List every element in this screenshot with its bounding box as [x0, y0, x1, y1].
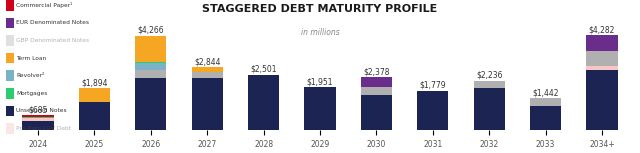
- Text: Commercial Paper¹: Commercial Paper¹: [16, 2, 72, 8]
- Bar: [79, 102, 110, 130]
- Text: EUR Denominated Notes: EUR Denominated Notes: [16, 21, 89, 25]
- Text: Mortgages: Mortgages: [16, 91, 47, 96]
- Bar: [192, 67, 223, 72]
- Bar: [135, 78, 166, 130]
- Bar: [192, 78, 223, 130]
- Text: GBP Denominated Notes: GBP Denominated Notes: [16, 38, 89, 43]
- Bar: [474, 88, 505, 130]
- Bar: [135, 36, 166, 62]
- Bar: [530, 98, 561, 106]
- Bar: [361, 77, 392, 87]
- Bar: [417, 91, 448, 130]
- Text: $2,236: $2,236: [476, 71, 502, 80]
- Text: $4,266: $4,266: [138, 26, 164, 35]
- Bar: [530, 106, 561, 130]
- Text: Term Loan: Term Loan: [16, 56, 46, 61]
- Text: $1,951: $1,951: [307, 77, 333, 86]
- Text: $685: $685: [28, 105, 48, 114]
- Bar: [586, 35, 618, 51]
- Bar: [361, 95, 392, 130]
- Bar: [248, 75, 279, 130]
- Text: $1,442: $1,442: [532, 88, 559, 97]
- Text: Unsecured Notes: Unsecured Notes: [16, 108, 67, 113]
- Text: Pro-Rata LGV Debt: Pro-Rata LGV Debt: [16, 126, 71, 131]
- Text: $1,779: $1,779: [419, 81, 446, 90]
- Bar: [22, 121, 54, 130]
- Bar: [135, 63, 166, 70]
- Bar: [22, 115, 54, 117]
- Bar: [79, 88, 110, 102]
- Bar: [474, 81, 505, 88]
- Bar: [22, 118, 54, 121]
- Text: $2,844: $2,844: [194, 57, 220, 66]
- Bar: [305, 87, 335, 130]
- Text: $1,894: $1,894: [81, 78, 108, 87]
- Text: $2,378: $2,378: [363, 68, 390, 76]
- Bar: [586, 66, 618, 70]
- Title: STAGGERED DEBT MATURITY PROFILE: STAGGERED DEBT MATURITY PROFILE: [202, 4, 438, 14]
- Bar: [192, 72, 223, 78]
- Text: Revolver²: Revolver²: [16, 73, 44, 78]
- Bar: [361, 87, 392, 95]
- Bar: [135, 70, 166, 78]
- Text: $4,282: $4,282: [589, 25, 615, 34]
- Bar: [586, 51, 618, 66]
- Bar: [135, 62, 166, 63]
- Bar: [586, 70, 618, 130]
- Text: $2,501: $2,501: [250, 65, 277, 74]
- Bar: [22, 117, 54, 118]
- Text: in millions: in millions: [301, 28, 339, 37]
